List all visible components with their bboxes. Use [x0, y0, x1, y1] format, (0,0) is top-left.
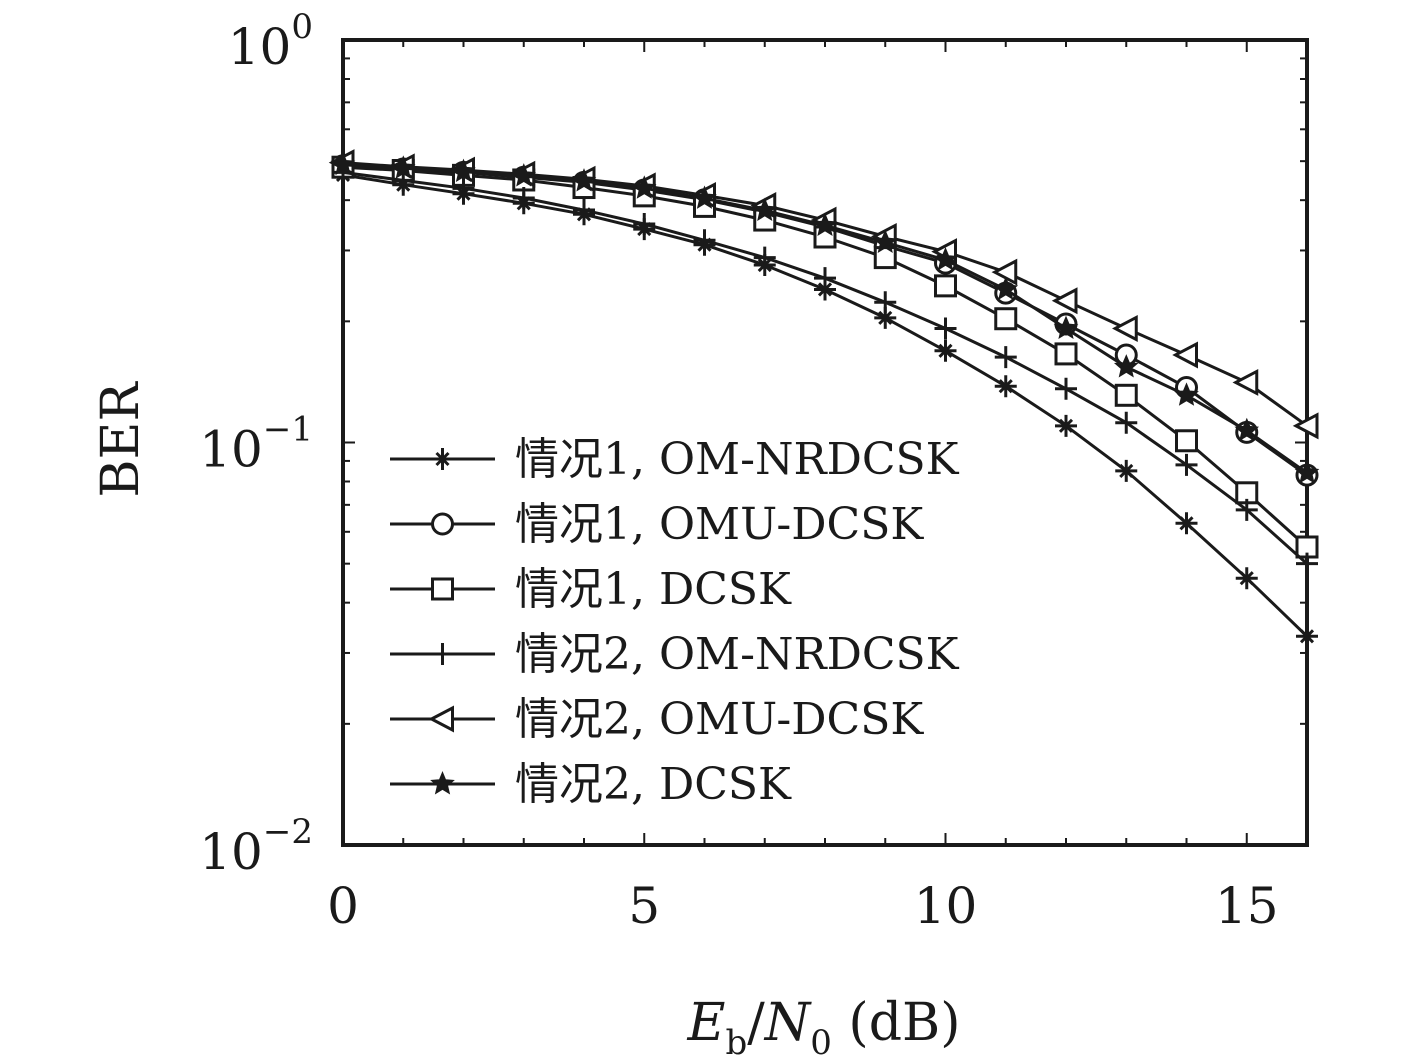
y-tick-label: 100 — [228, 7, 313, 76]
data-point — [1232, 368, 1259, 396]
data-point — [993, 276, 1019, 300]
data-point — [934, 317, 957, 340]
axes: 0 5 10 15 100 10−1 10−2 — [199, 7, 1309, 935]
data-point — [934, 339, 957, 362]
data-point — [814, 278, 836, 301]
data-point — [991, 258, 1018, 286]
data-point — [933, 247, 958, 271]
legend-marker — [431, 448, 454, 470]
data-point — [1114, 383, 1138, 407]
data-point — [1294, 460, 1320, 484]
data-point — [1292, 412, 1319, 440]
data-point — [1113, 354, 1139, 378]
data-point — [1175, 453, 1198, 476]
data-point — [1296, 625, 1318, 648]
data-point — [1115, 459, 1138, 482]
data-point — [1174, 382, 1199, 406]
legend-label: 情况1, DCSK — [515, 564, 792, 615]
data-point — [511, 163, 537, 187]
data-point — [330, 151, 356, 176]
data-point — [451, 158, 476, 183]
legend-marker — [431, 643, 454, 665]
x-tick-label: 0 — [327, 877, 359, 935]
data-point — [1175, 512, 1198, 535]
data-point — [814, 267, 836, 290]
y-tick-label: 10−1 — [199, 410, 313, 479]
data-point — [874, 291, 897, 314]
y-tick-label: 10−2 — [199, 812, 313, 881]
series-line — [342, 164, 1308, 477]
data-point — [1054, 342, 1078, 366]
legend-marker — [430, 771, 455, 795]
series-plus — [332, 161, 1318, 575]
data-point — [692, 185, 717, 209]
data-point — [1112, 314, 1138, 342]
legend: 情况1, OM-NRDCSK 情况1, OMU-DCSK 情况1, DCSK 情况2,… — [390, 434, 960, 810]
data-point — [812, 212, 838, 236]
legend-marker — [431, 512, 454, 536]
data-point — [934, 274, 957, 298]
data-point — [452, 177, 475, 200]
data-point — [994, 346, 1017, 369]
x-tick-label: 10 — [914, 877, 978, 935]
data-point — [390, 155, 416, 179]
data-point — [1296, 552, 1318, 575]
data-point — [1235, 567, 1258, 590]
legend-label: 情况2, OMU-DCSK — [515, 694, 924, 745]
legend-item: 情况1, DCSK — [390, 564, 792, 615]
data-point — [752, 197, 778, 221]
data-point — [512, 186, 535, 209]
legend-label: 情况2, OM-NRDCSK — [515, 629, 960, 680]
series-line — [342, 163, 1308, 475]
data-point — [633, 213, 656, 236]
x-tick-label: 5 — [628, 877, 660, 935]
data-point — [573, 199, 595, 222]
data-point — [1055, 414, 1077, 437]
legend-item: 情况2, OMU-DCSK — [390, 694, 924, 745]
data-point — [1055, 377, 1077, 400]
legend-item: 情况1, OMU-DCSK — [390, 499, 924, 550]
legend-label: 情况2, DCSK — [515, 759, 792, 810]
data-point — [1175, 429, 1198, 453]
data-point — [1235, 498, 1258, 521]
legend-item: 情况2, DCSK — [390, 759, 792, 810]
x-axis-title: Eb/N0 (dB) — [686, 993, 960, 1063]
data-point — [994, 307, 1018, 331]
data-point — [1051, 287, 1078, 315]
data-point — [872, 229, 898, 253]
legend-item: 情况1, OM-NRDCSK — [390, 434, 960, 485]
data-point — [753, 246, 776, 269]
data-point — [571, 168, 597, 192]
data-point — [994, 375, 1017, 398]
plot-series — [328, 149, 1320, 648]
x-tick-label: 15 — [1215, 877, 1279, 935]
data-point — [631, 175, 657, 199]
data-point — [693, 229, 716, 252]
data-point — [1234, 417, 1260, 442]
legend-marker — [428, 705, 454, 733]
legend-item: 情况2, OM-NRDCSK — [390, 629, 960, 680]
data-point — [1053, 315, 1079, 339]
data-point — [1172, 341, 1198, 369]
data-point — [1115, 411, 1138, 434]
legend-label: 情况1, OMU-DCSK — [515, 499, 924, 550]
series-star — [330, 151, 1320, 484]
legend-label: 情况1, OM-NRDCSK — [515, 434, 960, 485]
legend-marker — [431, 577, 454, 601]
y-axis-title: BER — [91, 380, 151, 497]
data-point — [874, 306, 897, 329]
